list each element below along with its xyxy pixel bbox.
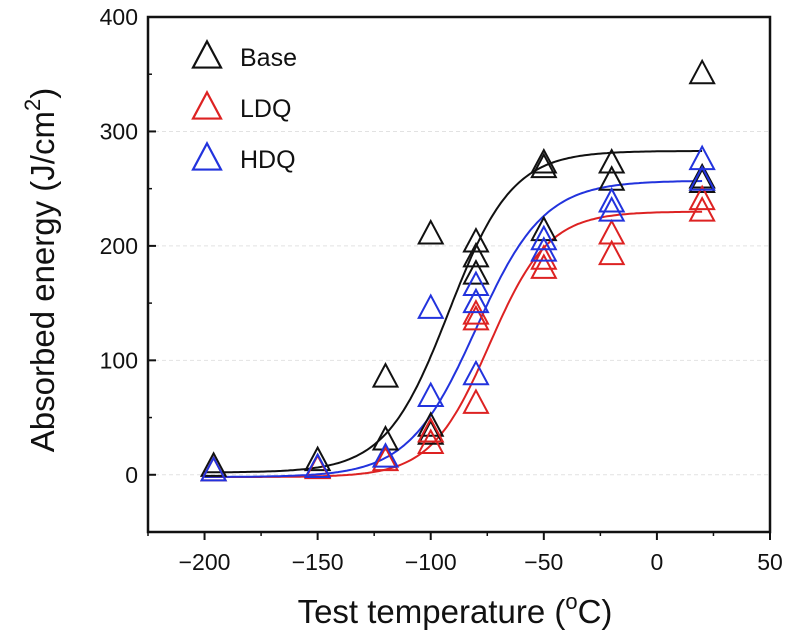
data-point-hdq bbox=[199, 455, 228, 482]
legend-marker-hdq bbox=[191, 141, 223, 171]
axis-ticks: 0 100 200 300 400 −200 −150 −100 −50 0 50 bbox=[100, 4, 783, 575]
fit-curve-hdq bbox=[204, 180, 703, 478]
data-point-hdq bbox=[462, 287, 490, 314]
data-point-ldq bbox=[598, 218, 626, 245]
data-point-base bbox=[688, 58, 716, 85]
data-point-base bbox=[199, 451, 228, 477]
y-tick-label: 300 bbox=[100, 118, 138, 144]
data-point-base bbox=[598, 147, 626, 174]
y-tick-label: 0 bbox=[125, 462, 138, 488]
data-point-hdq bbox=[303, 452, 332, 478]
gridlines bbox=[148, 130, 770, 476]
data-point-hdq bbox=[688, 165, 716, 191]
data-point-hdq bbox=[688, 144, 716, 171]
data-point-base bbox=[371, 361, 400, 388]
legend-label-base: Base bbox=[240, 44, 297, 72]
legend-label-ldq: LDQ bbox=[240, 95, 291, 123]
data-point-ldq bbox=[462, 388, 490, 414]
data-points bbox=[199, 58, 716, 482]
x-tick-label: 0 bbox=[651, 549, 664, 575]
data-point-ldq bbox=[417, 416, 445, 443]
data-point-hdq bbox=[598, 186, 626, 213]
legend: Base LDQ HDQ bbox=[191, 39, 297, 174]
data-point-ldq bbox=[598, 239, 626, 266]
data-point-base bbox=[462, 258, 490, 285]
plot-frame bbox=[146, 15, 772, 534]
data-point-ldq bbox=[371, 445, 400, 472]
data-point-base bbox=[417, 411, 445, 437]
fit-curve-ldq bbox=[204, 210, 703, 479]
x-tick-label: −150 bbox=[292, 549, 344, 575]
x-axis-title: Test temperature (oC) bbox=[298, 589, 613, 630]
x-tick-label: −200 bbox=[179, 549, 231, 575]
data-point-hdq bbox=[417, 381, 445, 408]
data-point-hdq bbox=[462, 270, 490, 297]
x-tick-label: −50 bbox=[524, 549, 563, 575]
x-tick-label: −100 bbox=[405, 549, 457, 575]
data-point-hdq bbox=[417, 293, 445, 319]
data-point-ldq bbox=[530, 244, 558, 270]
y-tick-label: 400 bbox=[100, 4, 138, 30]
data-point-hdq bbox=[462, 359, 490, 386]
y-axis-title: Absorbed energy (J/cm2) bbox=[20, 88, 61, 452]
fit-curve-base bbox=[204, 150, 703, 474]
data-point-base bbox=[417, 419, 445, 445]
data-point-base bbox=[688, 167, 716, 194]
data-point-base bbox=[462, 241, 490, 268]
y-tick-label: 100 bbox=[100, 347, 138, 373]
data-point-ldq bbox=[688, 184, 716, 211]
legend-marker-ldq bbox=[191, 90, 223, 120]
y-tick-label: 200 bbox=[100, 233, 138, 259]
x-tick-label: 50 bbox=[757, 549, 783, 575]
data-point-hdq bbox=[530, 224, 558, 251]
data-point-base bbox=[530, 152, 558, 179]
data-point-hdq bbox=[598, 196, 626, 222]
fit-curves bbox=[204, 150, 703, 479]
data-point-base bbox=[530, 147, 558, 174]
legend-label-hdq: HDQ bbox=[240, 146, 296, 174]
data-point-ldq bbox=[530, 253, 558, 279]
data-point-base bbox=[462, 226, 490, 253]
data-point-base bbox=[303, 445, 332, 472]
legend-marker-base bbox=[191, 39, 223, 69]
data-point-base bbox=[417, 218, 445, 245]
data-point-ldq bbox=[462, 304, 490, 331]
data-point-hdq bbox=[371, 442, 400, 468]
